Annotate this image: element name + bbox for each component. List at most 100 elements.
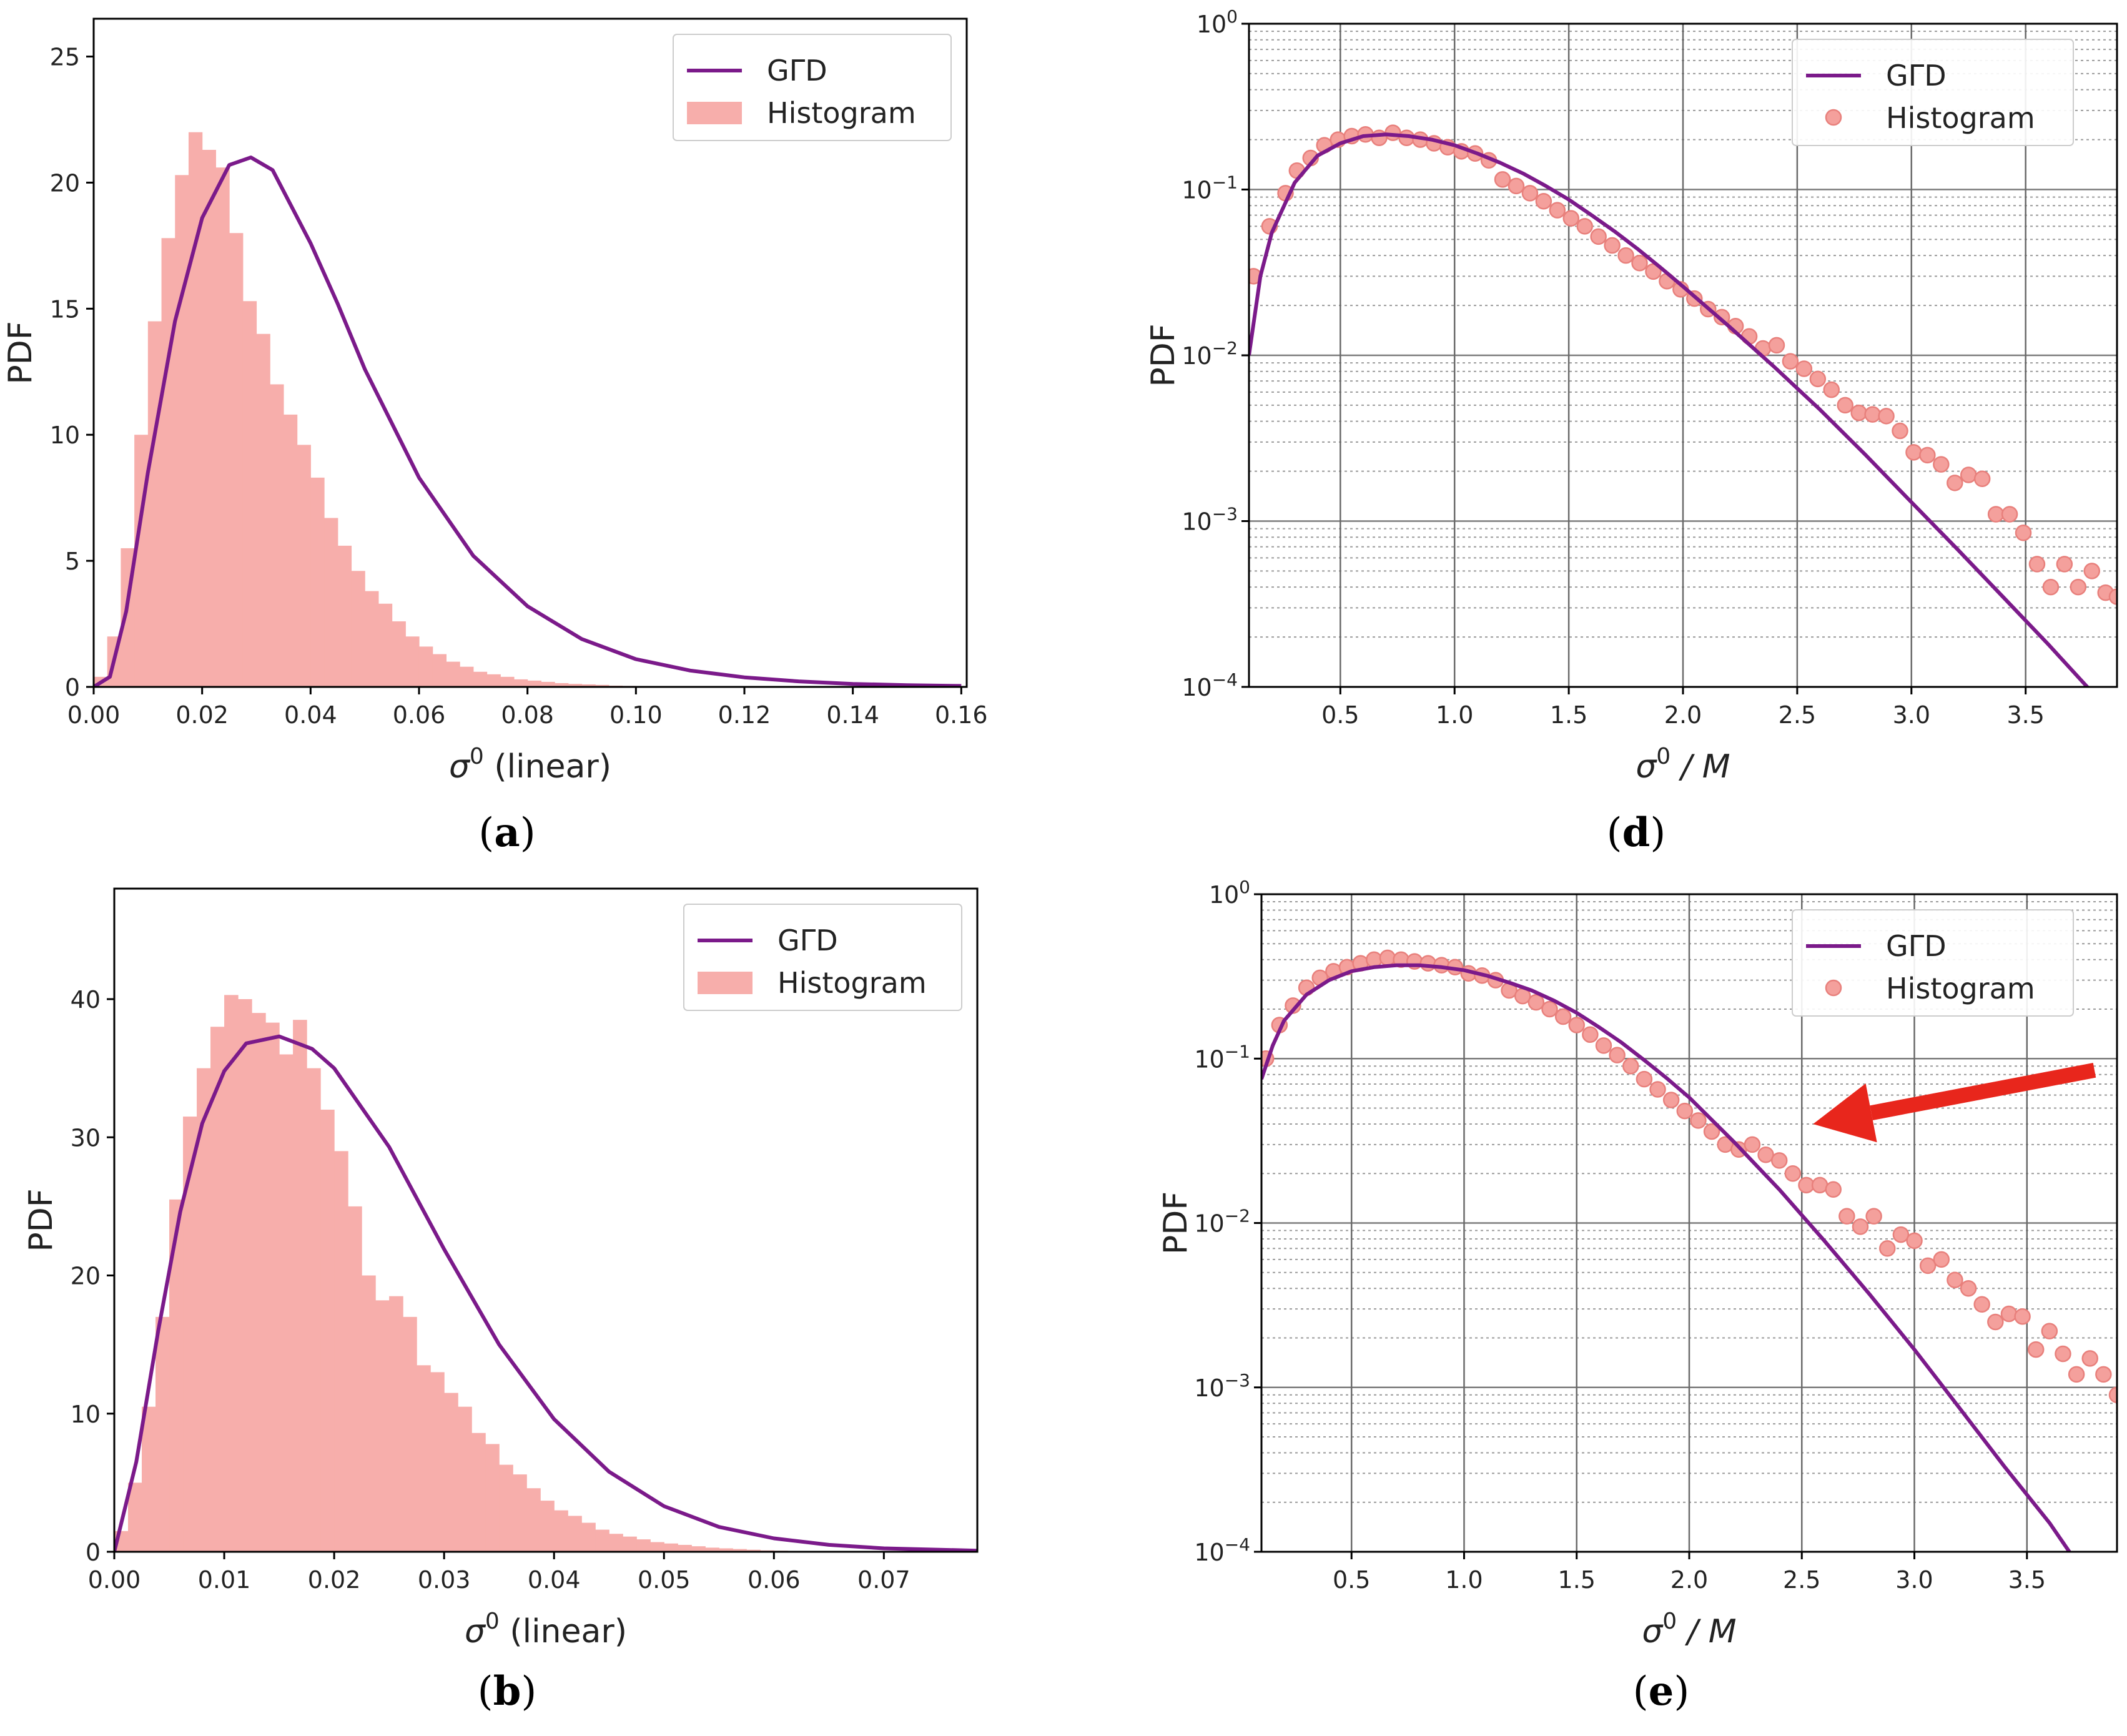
histogram-bar: [362, 1275, 376, 1552]
panel-caption: (d): [1607, 809, 1666, 856]
histogram-bar: [183, 1117, 197, 1552]
x-label-superscript: 0: [470, 744, 484, 769]
x-tick-label: 0.02: [308, 1566, 361, 1594]
x-tick-label: 0.03: [418, 1566, 471, 1594]
y-tick-exponent: −4: [1212, 669, 1238, 690]
panel-d: 0.5 1.0 1.5 2.0 2.5 3.0 3.510−410−310−210−1100…: [1145, 6, 2118, 856]
histogram-point: [1521, 185, 1539, 202]
histogram-bar: [378, 603, 393, 687]
x-tick-label: 3.0: [1893, 701, 1930, 729]
histogram-point: [1676, 1102, 1694, 1120]
annotation-arrow-shaft: [1870, 1063, 2096, 1120]
histogram-point: [1837, 397, 1853, 414]
histogram-bar: [746, 1549, 761, 1552]
histogram-point: [1371, 129, 1388, 146]
histogram-bar: [202, 149, 216, 687]
histogram-bar: [623, 1536, 637, 1552]
x-label-symbol: σ: [1642, 1613, 1664, 1650]
caption-open: (: [478, 810, 494, 856]
y-tick-exponent: −3: [1225, 1370, 1250, 1391]
histogram-bar: [595, 1529, 609, 1552]
histogram-point: [1604, 237, 1621, 254]
histogram-point: [2070, 578, 2087, 596]
histogram-bar: [733, 1549, 747, 1552]
x-tick-label: 0.10: [609, 701, 663, 729]
y-tick-label: 10−3: [1194, 1370, 1250, 1402]
y-tick-label: 20: [71, 1263, 101, 1290]
y-tick-base: 10: [1194, 1045, 1224, 1073]
x-label-symbol: σ: [449, 748, 471, 786]
x-label-superscript: 0: [485, 1609, 500, 1634]
histogram-bar: [417, 1365, 431, 1552]
panel-caption: (b): [478, 1668, 537, 1715]
histogram-point: [1811, 1176, 1828, 1194]
y-tick-base: 10: [1182, 674, 1212, 701]
x-tick-label: 2.5: [1779, 701, 1816, 729]
histogram-bar: [324, 518, 338, 687]
y-tick-base: 10: [1182, 508, 1212, 536]
legend: GΓD Histogram: [683, 904, 962, 1011]
histogram-point: [1379, 949, 1396, 967]
histogram-point: [1878, 408, 1895, 425]
histogram-point: [2068, 1366, 2085, 1383]
y-tick-exponent: −2: [1225, 1206, 1250, 1226]
histogram-bar: [293, 1020, 307, 1552]
histogram-point: [2095, 1366, 2112, 1383]
y-tick-label: 15: [50, 295, 80, 323]
histogram-point: [1823, 381, 1840, 398]
histogram-point: [1744, 1136, 1761, 1153]
histogram-bar: [430, 1372, 445, 1552]
x-label-text: / M: [1677, 1613, 1736, 1650]
y-tick-label: 10: [50, 422, 80, 449]
histogram-point: [2041, 1323, 2058, 1339]
histogram-point: [1892, 1226, 1910, 1243]
y-tick-label: 25: [50, 44, 80, 71]
plot-frame: [92, 17, 968, 688]
x-tick-label: 0.06: [393, 701, 446, 729]
histogram-bar: [279, 1054, 294, 1552]
histogram-bar: [155, 1316, 170, 1552]
histogram-bar: [540, 1501, 555, 1552]
histogram-point: [1554, 1008, 1572, 1025]
legend: GΓD Histogram: [1792, 909, 2074, 1017]
histogram-point: [1703, 1123, 1720, 1140]
y-tick-label: 30: [71, 1124, 101, 1152]
caption-letter: b: [493, 1668, 521, 1715]
y-tick-label: 100: [1197, 6, 1238, 38]
x-label-symbol: σ: [1636, 748, 1657, 786]
x-axis-label: σ0 / M: [1642, 1609, 1736, 1650]
histogram-point: [1622, 1058, 1639, 1075]
histogram-bar: [526, 1488, 541, 1552]
x-tick-label: 2.5: [1783, 1566, 1820, 1594]
histogram-point: [1541, 1000, 1558, 1018]
histogram-point: [2108, 1386, 2117, 1404]
panel-b: 0.00 0.01 0.02 0.03 0.04 0.05 0.06 0.07 0 10 20 30 4…: [22, 887, 979, 1715]
x-tick-label: 0.07: [857, 1566, 911, 1594]
histogram-point: [1784, 1165, 1802, 1182]
histogram-point: [2081, 1350, 2098, 1367]
histogram-bar: [128, 1482, 142, 1552]
histogram-bar: [581, 684, 596, 687]
histogram-bar: [609, 1534, 623, 1552]
histogram-bar: [365, 591, 379, 687]
histogram-point: [1933, 1251, 1950, 1268]
histogram-bar: [568, 684, 583, 687]
x-tick-label: 1.5: [1558, 1566, 1596, 1594]
x-tick-label: 1.5: [1550, 701, 1587, 729]
histogram-bar: [297, 445, 311, 687]
legend: GΓD Histogram: [1792, 39, 2074, 146]
y-tick-exponent: −3: [1212, 504, 1238, 525]
grid: [1249, 24, 2117, 687]
x-label-symbol: σ: [465, 1613, 486, 1650]
y-tick-exponent: −1: [1212, 172, 1238, 193]
histogram-bar: [460, 666, 474, 687]
histogram-point: [1568, 1017, 1585, 1033]
x-label-text: / M: [1671, 748, 1730, 786]
histogram-bar: [568, 1516, 582, 1552]
caption-open: (: [1633, 1669, 1649, 1715]
histogram-bar: [418, 646, 433, 687]
curve-group: [94, 155, 962, 687]
histogram-bar: [444, 1393, 458, 1552]
y-tick-base: 10: [1182, 342, 1212, 370]
caption-close: ): [521, 1669, 536, 1715]
